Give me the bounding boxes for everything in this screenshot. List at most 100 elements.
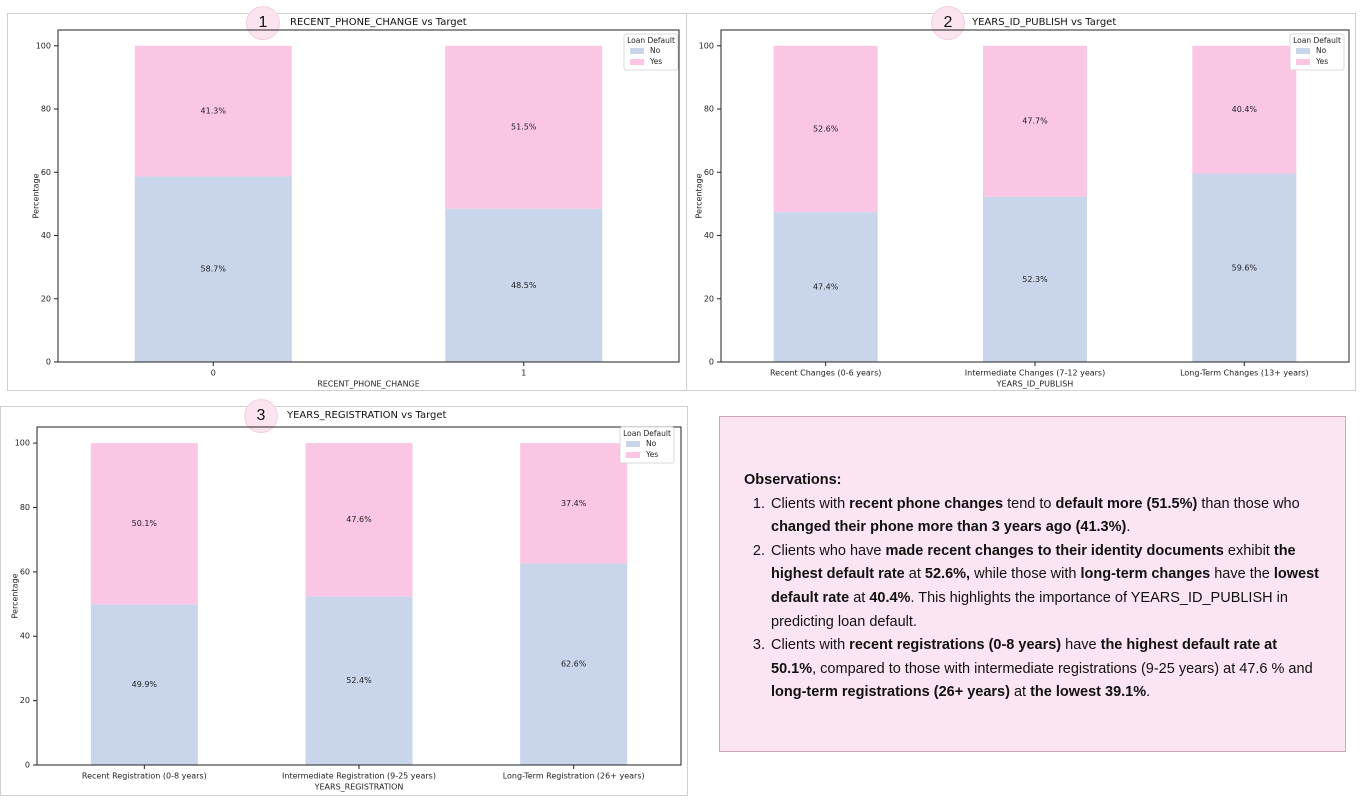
observation-emphasis: recent registrations (0-8 years) <box>849 637 1062 654</box>
bar-segment-no <box>983 196 1087 362</box>
x-axis-label: RECENT_PHONE_CHANGE <box>317 380 420 389</box>
chart-panel-1: 1 RECENT_PHONE_CHANGE vs Target 58.7% 41.… <box>7 7 688 391</box>
observation-emphasis: the highest default rate <box>771 542 1296 583</box>
legend-label: Yes <box>645 450 658 459</box>
observation-emphasis: recent phone changes <box>849 495 1004 512</box>
observation-emphasis: made recent changes to their identity do… <box>885 542 1224 559</box>
x-tick-label: 0 <box>211 369 216 378</box>
observation-emphasis: the highest default rate at 50.1% <box>771 637 1278 677</box>
y-tick-label: 40 <box>704 231 714 240</box>
x-tick-label: Intermediate Registration (9-25 years) <box>282 772 436 781</box>
observation-text: . <box>1146 684 1151 701</box>
bar-data-label: 40.4% <box>1232 105 1258 114</box>
bar-data-label: 47.7% <box>1022 117 1048 126</box>
bar-data-label: 52.3% <box>1022 275 1048 284</box>
y-axis-label: Percentage <box>32 173 41 218</box>
y-tick-label: 40 <box>20 632 30 641</box>
legend-swatch <box>1296 48 1310 54</box>
observation-text: at <box>849 589 870 606</box>
legend-label: No <box>1316 46 1327 55</box>
y-tick-label: 20 <box>704 294 714 303</box>
y-tick-label: 60 <box>704 168 714 177</box>
observation-text: , compared to those with intermediate re… <box>812 660 1313 677</box>
observations-list: Clients with recent phone changes tend t… <box>744 493 1319 705</box>
y-tick-label: 0 <box>46 358 51 367</box>
y-axis-label: Percentage <box>11 573 20 618</box>
legend-swatch <box>626 452 640 458</box>
observation-text: Clients who have <box>771 542 886 559</box>
bar-segment-no <box>134 176 292 362</box>
bar-segment-no <box>90 604 198 765</box>
observation-emphasis: lowest default rate <box>771 566 1320 606</box>
legend-label: Yes <box>649 57 662 66</box>
chart-title: YEARS_ID_PUBLISH vs Target <box>972 17 1117 28</box>
observation-text: at <box>1009 684 1031 701</box>
bar-segment-yes <box>305 443 413 597</box>
y-tick-label: 80 <box>20 503 30 512</box>
bar-segment-no <box>773 212 878 362</box>
x-tick-label: Intermediate Changes (7-12 years) <box>965 369 1105 378</box>
plot-frame <box>720 29 1350 363</box>
bar-segment-yes <box>1192 45 1297 174</box>
y-tick-label: 20 <box>41 294 51 303</box>
y-axis-label: Percentage <box>695 173 704 218</box>
y-tick-label: 40 <box>41 231 51 240</box>
y-tick-label: 80 <box>704 105 714 114</box>
y-tick-label: 60 <box>41 168 51 177</box>
observation-text: have <box>1061 637 1101 654</box>
x-axis-label: YEARS_REGISTRATION <box>314 783 404 792</box>
observation-emphasis: long-term registrations (26+ years) <box>771 684 1010 701</box>
chart-panel-3: 3 YEARS_REGISTRATION vs Target 49.9% 50.1… <box>0 400 688 796</box>
observation-emphasis: the lowest 39.1% <box>1030 684 1147 701</box>
observation-item: Clients with recent phone changes tend t… <box>769 493 1319 540</box>
y-tick-label: 20 <box>20 696 30 705</box>
x-tick-label: Long-Term Changes (13+ years) <box>1180 369 1308 378</box>
chart-title: YEARS_REGISTRATION vs Target <box>287 410 447 421</box>
bar-segment-yes <box>520 443 628 564</box>
observation-text: tend to <box>1003 495 1056 512</box>
observation-emphasis: changed their phone more than 3 years ag… <box>771 519 1127 536</box>
legend-swatch <box>630 59 644 65</box>
bar-segment-no <box>1192 173 1297 362</box>
stacked-bar-chart-3: 49.9% 50.1% Recent Registration (0-8 years… <box>11 426 682 792</box>
x-tick-label: 1 <box>521 369 526 378</box>
bar-segment-yes <box>134 45 292 177</box>
observation-text: Clients with <box>771 637 850 654</box>
legend-title: Loan Default <box>627 36 675 45</box>
legend-swatch <box>1296 59 1310 65</box>
legend-title: Loan Default <box>623 429 671 438</box>
observations-box: Observations: Clients with recent phone … <box>719 416 1346 752</box>
bar-segment-yes <box>445 45 603 209</box>
observation-emphasis: 52.6%, <box>924 566 971 583</box>
observation-item: Clients with recent registrations (0-8 y… <box>769 634 1319 705</box>
observation-emphasis: 40.4% <box>869 589 911 606</box>
observations-title: Observations: <box>744 472 842 488</box>
legend-label: No <box>646 439 657 448</box>
bar-data-label: 47.4% <box>813 283 839 292</box>
legend-title: Loan Default <box>1293 36 1341 45</box>
bar-data-label: 62.6% <box>561 660 587 669</box>
observation-text: while those with <box>970 566 1081 583</box>
y-tick-label: 100 <box>699 41 714 50</box>
legend-swatch <box>630 48 644 54</box>
stacked-bar-chart-1: 58.7% 41.3% 0 48.5% 51.5% 1 0 20 40 60 80 100 RECENT… <box>32 29 680 389</box>
bar-data-label: 58.7% <box>201 265 227 274</box>
stacked-bar-chart-2: 47.4% 52.6% Recent Changes (0-6 years) 52.3… <box>695 29 1350 389</box>
observation-text: Clients with <box>771 495 850 512</box>
y-tick-label: 60 <box>20 567 30 576</box>
plot-frame <box>57 29 680 363</box>
bar-data-label: 59.6% <box>1232 263 1258 272</box>
observation-text: . This highlights the importance of YEAR… <box>771 589 1288 630</box>
bar-segment-no <box>445 208 603 362</box>
observation-text: exhibit <box>1223 542 1274 559</box>
bar-data-label: 47.6% <box>346 515 372 524</box>
observation-text: . <box>1126 519 1131 536</box>
observation-emphasis: default more (51.5%) <box>1055 495 1198 512</box>
bar-data-label: 49.9% <box>132 680 158 689</box>
bar-segment-no <box>520 563 628 765</box>
panel-number-badge: 1 <box>247 7 279 39</box>
legend-swatch <box>626 441 640 447</box>
observation-item: Clients who have made recent changes to … <box>769 540 1319 634</box>
